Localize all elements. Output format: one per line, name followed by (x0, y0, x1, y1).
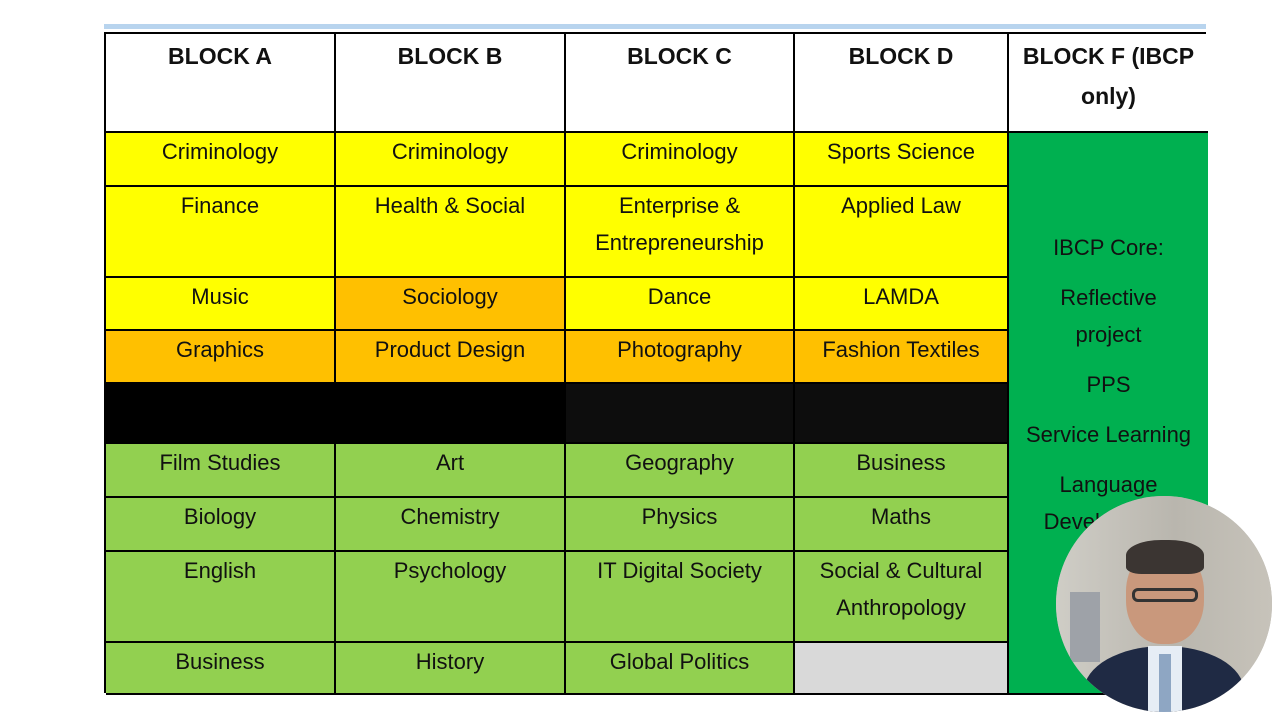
top-rule (104, 24, 1206, 29)
table-cell: Global Politics (566, 643, 795, 695)
ibcp-core-item: PPS (1086, 372, 1131, 397)
ibcp-core-title: IBCP Core: (1053, 235, 1164, 260)
table-cell: Social & Cultural Anthropology (795, 552, 1009, 643)
table-cell: IT Digital Society (566, 552, 795, 643)
table-cell: English (106, 552, 336, 643)
separator-cell (106, 384, 336, 444)
table-cell: Sports Science (795, 133, 1009, 187)
table-cell: Applied Law (795, 187, 1009, 278)
table-cell: Geography (566, 444, 795, 498)
table-cell: Product Design (336, 331, 566, 384)
option-blocks-table: BLOCK A BLOCK B BLOCK C BLOCK D BLOCK F … (104, 32, 1208, 695)
table-cell: History (336, 643, 566, 695)
table-cell: Art (336, 444, 566, 498)
ibcp-core-item: Service Learning (1025, 422, 1192, 447)
filing-cabinet (1070, 592, 1100, 662)
presenter-webcam (1056, 496, 1272, 712)
table-cell: Chemistry (336, 498, 566, 552)
table-cell: Physics (566, 498, 795, 552)
table-cell (795, 643, 1009, 695)
table-cell: Music (106, 278, 336, 331)
table-cell: Graphics (106, 331, 336, 384)
separator-cell (566, 384, 795, 444)
ibcp-core-item: Reflective project (1060, 285, 1157, 347)
presenter-glasses (1132, 588, 1198, 602)
table-cell: Business (795, 444, 1009, 498)
header-block-a: BLOCK A (106, 34, 336, 133)
table-cell: Psychology (336, 552, 566, 643)
header-block-d: BLOCK D (795, 34, 1009, 133)
presenter-tie (1159, 654, 1171, 712)
table-cell: Biology (106, 498, 336, 552)
separator-cell (795, 384, 1009, 444)
table-cell: Criminology (106, 133, 336, 187)
presenter-hair (1126, 540, 1204, 574)
table-cell: Business (106, 643, 336, 695)
header-block-c: BLOCK C (566, 34, 795, 133)
header-block-f: BLOCK F (IBCP only) (1009, 34, 1208, 133)
table-cell: Dance (566, 278, 795, 331)
table-cell: Fashion Textiles (795, 331, 1009, 384)
table-cell: Enterprise & Entrepreneurship (566, 187, 795, 278)
table-cell: Maths (795, 498, 1009, 552)
separator-cell (336, 384, 566, 444)
table-cell: Health & Social (336, 187, 566, 278)
table-cell: Criminology (336, 133, 566, 187)
table-cell: Criminology (566, 133, 795, 187)
table-cell: Film Studies (106, 444, 336, 498)
table-cell: Finance (106, 187, 336, 278)
table-cell: Sociology (336, 278, 566, 331)
table-cell: Photography (566, 331, 795, 384)
header-block-b: BLOCK B (336, 34, 566, 133)
table-cell: LAMDA (795, 278, 1009, 331)
